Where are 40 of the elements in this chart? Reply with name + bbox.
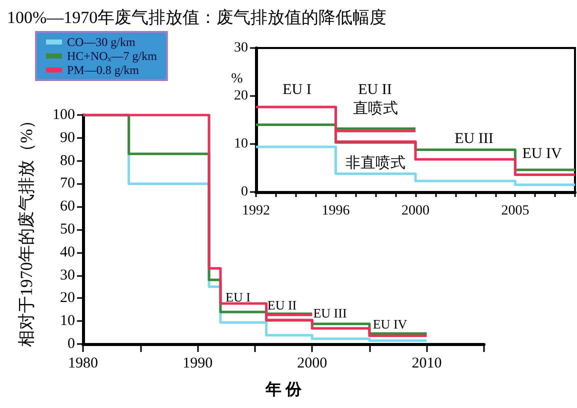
y-tick-label: 80 bbox=[60, 152, 75, 169]
legend-label: CO—30 g/km bbox=[67, 35, 136, 49]
x-tick-label: 1990 bbox=[182, 356, 213, 372]
annotation: EU II bbox=[358, 82, 392, 98]
annotation: EU II bbox=[267, 298, 297, 312]
y-tick-label: 30 bbox=[234, 40, 248, 56]
legend-label: PM—0.8 g/km bbox=[67, 63, 140, 77]
legend-label: HC+NOₓ—7 g/km bbox=[67, 49, 158, 63]
y-tick-label: 50 bbox=[60, 222, 75, 238]
y-tick-label: 0 bbox=[68, 336, 75, 352]
y-tick-label: 20 bbox=[60, 290, 75, 306]
x-tick-label: 2010 bbox=[412, 356, 442, 372]
x-tick-label: 2000 bbox=[297, 356, 328, 372]
annotation: EU III bbox=[313, 306, 347, 320]
annotation: 直喷式 bbox=[353, 100, 398, 118]
annotation: EU I bbox=[226, 290, 250, 304]
x-tick-label: 1996 bbox=[322, 204, 350, 218]
y-tick-label: 90 bbox=[60, 130, 75, 146]
y-tick-label: 0 bbox=[241, 184, 248, 200]
y-tick-label: 20 bbox=[234, 88, 248, 104]
x-tick-label: 2000 bbox=[402, 204, 430, 218]
x-tick-label: 1980 bbox=[68, 356, 98, 372]
x-tick-label: 1992 bbox=[242, 204, 270, 218]
chart-title: 100%—1970年废气排放值：废气排放值的降低幅度 bbox=[7, 8, 387, 27]
y-tick-label: 10 bbox=[234, 136, 248, 152]
y-axis-title: 相对于1970年的废气排放（%） bbox=[17, 112, 36, 348]
annotation: 非直喷式 bbox=[346, 154, 406, 172]
y-axis-title: % bbox=[231, 72, 244, 86]
annotation: EU IV bbox=[522, 146, 562, 162]
annotation: EU III bbox=[454, 131, 494, 147]
annotation: EU IV bbox=[372, 316, 408, 332]
y-tick-label: 100 bbox=[52, 107, 75, 123]
y-tick-label: 40 bbox=[60, 244, 75, 260]
y-tick-label: 60 bbox=[60, 198, 75, 215]
x-tick-label: 2005 bbox=[501, 204, 530, 218]
y-tick-label: 70 bbox=[60, 176, 75, 192]
y-tick-label: 30 bbox=[60, 267, 75, 284]
y-tick-label: 10 bbox=[60, 313, 75, 330]
annotation: EU I bbox=[282, 82, 312, 98]
x-axis-title: 年 份 bbox=[264, 380, 302, 398]
